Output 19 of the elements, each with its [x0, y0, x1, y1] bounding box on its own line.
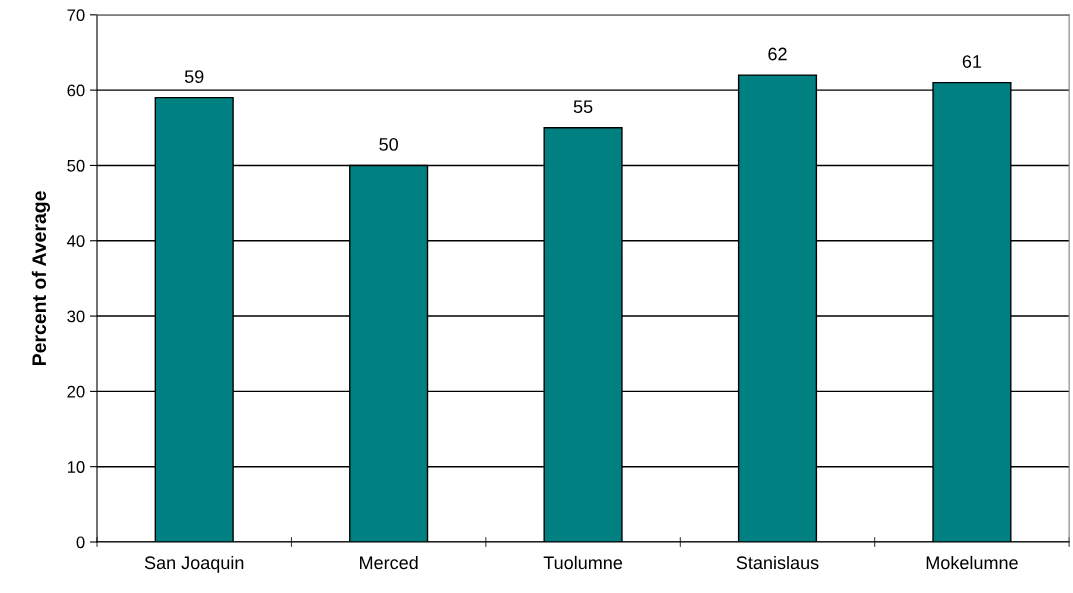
x-tick-label: Merced — [360, 555, 418, 570]
y-tick-label: 10 — [67, 461, 85, 473]
y-tick-label: 60 — [67, 84, 85, 97]
x-tick-label: Mokelumne — [926, 555, 1018, 570]
data-label: 50 — [379, 137, 398, 151]
x-tick-label: Stanislaus — [736, 555, 819, 570]
y-tick-label: 70 — [67, 9, 85, 22]
y-tick-label: 0 — [76, 536, 85, 549]
data-label: 55 — [573, 100, 593, 114]
data-label: 61 — [962, 55, 982, 68]
y-tick-label: 50 — [67, 159, 85, 172]
x-tick-label: San Joaquin — [144, 555, 244, 573]
y-tick-label: 20 — [67, 385, 85, 398]
y-axis-title: Percent of Average — [31, 191, 50, 365]
x-tick-label: Tuolumne — [543, 555, 623, 570]
data-label: 59 — [184, 70, 204, 83]
y-tick-label: 30 — [67, 310, 85, 323]
data-label: 62 — [768, 47, 787, 61]
y-tick-label: 40 — [67, 235, 85, 247]
